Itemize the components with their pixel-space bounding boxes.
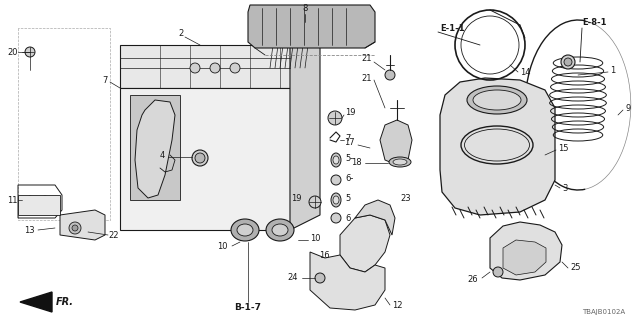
Ellipse shape bbox=[231, 219, 259, 241]
Text: 12: 12 bbox=[392, 300, 403, 309]
Polygon shape bbox=[248, 5, 375, 48]
Polygon shape bbox=[310, 252, 385, 310]
Polygon shape bbox=[60, 210, 105, 240]
Text: 16: 16 bbox=[319, 251, 330, 260]
Polygon shape bbox=[135, 100, 175, 198]
Text: 5: 5 bbox=[345, 194, 350, 203]
Circle shape bbox=[331, 213, 341, 223]
Text: 13: 13 bbox=[24, 226, 35, 235]
Text: 2: 2 bbox=[178, 28, 183, 37]
Polygon shape bbox=[130, 95, 180, 200]
Text: E-8-1: E-8-1 bbox=[582, 18, 607, 27]
Text: 18: 18 bbox=[351, 157, 362, 166]
Text: 8: 8 bbox=[302, 4, 308, 12]
Circle shape bbox=[315, 273, 325, 283]
Text: 17: 17 bbox=[344, 138, 355, 147]
Ellipse shape bbox=[237, 224, 253, 236]
Circle shape bbox=[493, 267, 503, 277]
Text: 11: 11 bbox=[7, 196, 17, 204]
Text: 7: 7 bbox=[345, 133, 350, 142]
Circle shape bbox=[192, 150, 208, 166]
Circle shape bbox=[564, 58, 572, 66]
Circle shape bbox=[25, 47, 35, 57]
Polygon shape bbox=[20, 292, 52, 312]
Text: 14: 14 bbox=[520, 68, 531, 76]
Text: 4: 4 bbox=[160, 150, 165, 159]
Circle shape bbox=[328, 111, 342, 125]
Text: 1: 1 bbox=[610, 66, 615, 75]
Text: 6-: 6- bbox=[345, 173, 353, 182]
Ellipse shape bbox=[473, 90, 521, 110]
Text: 24: 24 bbox=[287, 274, 298, 283]
Circle shape bbox=[195, 153, 205, 163]
Polygon shape bbox=[490, 222, 562, 280]
Ellipse shape bbox=[266, 219, 294, 241]
Text: 21: 21 bbox=[362, 74, 372, 83]
Polygon shape bbox=[440, 78, 555, 215]
Polygon shape bbox=[290, 30, 320, 230]
Polygon shape bbox=[340, 215, 390, 272]
Ellipse shape bbox=[393, 159, 407, 165]
Ellipse shape bbox=[272, 224, 288, 236]
Ellipse shape bbox=[331, 153, 341, 167]
Text: 26: 26 bbox=[467, 276, 478, 284]
Circle shape bbox=[385, 70, 395, 80]
Circle shape bbox=[331, 175, 341, 185]
Text: 5-: 5- bbox=[345, 154, 353, 163]
Ellipse shape bbox=[333, 156, 339, 164]
Text: 21: 21 bbox=[362, 53, 372, 62]
Circle shape bbox=[190, 63, 200, 73]
Circle shape bbox=[561, 55, 575, 69]
Polygon shape bbox=[380, 120, 412, 165]
Text: 10: 10 bbox=[310, 234, 321, 243]
Text: 7: 7 bbox=[102, 76, 108, 84]
Ellipse shape bbox=[389, 157, 411, 167]
Circle shape bbox=[309, 196, 321, 208]
Polygon shape bbox=[355, 200, 395, 235]
Ellipse shape bbox=[331, 193, 341, 207]
Text: 9: 9 bbox=[625, 103, 630, 113]
Text: 19: 19 bbox=[345, 108, 355, 116]
Text: 19: 19 bbox=[291, 194, 302, 203]
Text: E-1-1: E-1-1 bbox=[440, 23, 465, 33]
Text: 25: 25 bbox=[570, 263, 580, 273]
Text: 20: 20 bbox=[7, 47, 17, 57]
Text: 23: 23 bbox=[400, 194, 411, 203]
Polygon shape bbox=[18, 195, 60, 215]
Circle shape bbox=[69, 222, 81, 234]
Text: 3: 3 bbox=[562, 183, 568, 193]
Polygon shape bbox=[120, 45, 290, 88]
Text: 10: 10 bbox=[218, 242, 228, 251]
Polygon shape bbox=[503, 240, 546, 275]
Circle shape bbox=[230, 63, 240, 73]
Ellipse shape bbox=[333, 196, 339, 204]
Text: 15: 15 bbox=[558, 143, 568, 153]
Text: FR.: FR. bbox=[56, 297, 74, 307]
Text: TBAJB0102A: TBAJB0102A bbox=[582, 309, 625, 315]
Text: B-1-7: B-1-7 bbox=[234, 303, 262, 313]
Circle shape bbox=[210, 63, 220, 73]
Ellipse shape bbox=[467, 86, 527, 114]
Circle shape bbox=[72, 225, 78, 231]
Polygon shape bbox=[120, 88, 290, 230]
Text: 6: 6 bbox=[345, 213, 350, 222]
Text: 22: 22 bbox=[108, 230, 118, 239]
